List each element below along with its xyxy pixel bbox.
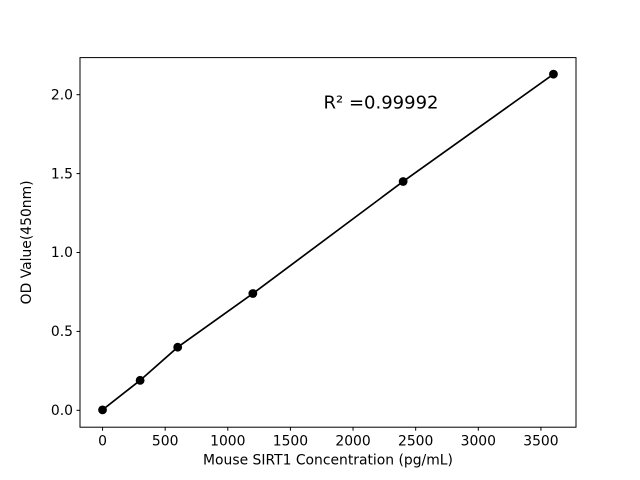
y-tick-label: 0.5 [51,324,73,340]
x-tick-label: 2500 [398,434,433,450]
y-tick-label: 0.0 [51,403,73,419]
x-tick-label: 3500 [523,434,558,450]
y-axis-label: OD Value(450nm) [19,180,35,304]
x-tick-label: 1000 [210,434,245,450]
standard-curve-line [102,73,554,411]
data-point [173,342,183,352]
x-tick-label: 1500 [273,434,308,450]
x-tick-label: 2000 [335,434,370,450]
y-tick-label: 1.0 [51,245,73,261]
x-tick-label: 0 [98,434,107,450]
data-point [549,69,558,79]
data-point [135,375,145,385]
x-axis-label: Mouse SIRT1 Concentration (pg/mL) [203,453,453,469]
data-series [98,69,558,415]
data-point [98,405,107,415]
x-tick-label: 500 [152,434,179,450]
data-point [398,177,408,186]
y-tick-label: 1.5 [51,166,73,182]
x-axis-ticks: 0 500 1000 1500 2000 2500 3000 3500 [98,427,559,450]
y-tick-label: 2.0 [51,87,73,103]
x-tick-label: 3000 [461,434,496,450]
data-point [248,289,258,298]
plot-area-border [79,57,577,428]
r-squared-annotation: R² =0.99992 [324,93,439,114]
y-axis-ticks: 0.0 0.5 1.0 1.5 2.0 [51,87,80,419]
